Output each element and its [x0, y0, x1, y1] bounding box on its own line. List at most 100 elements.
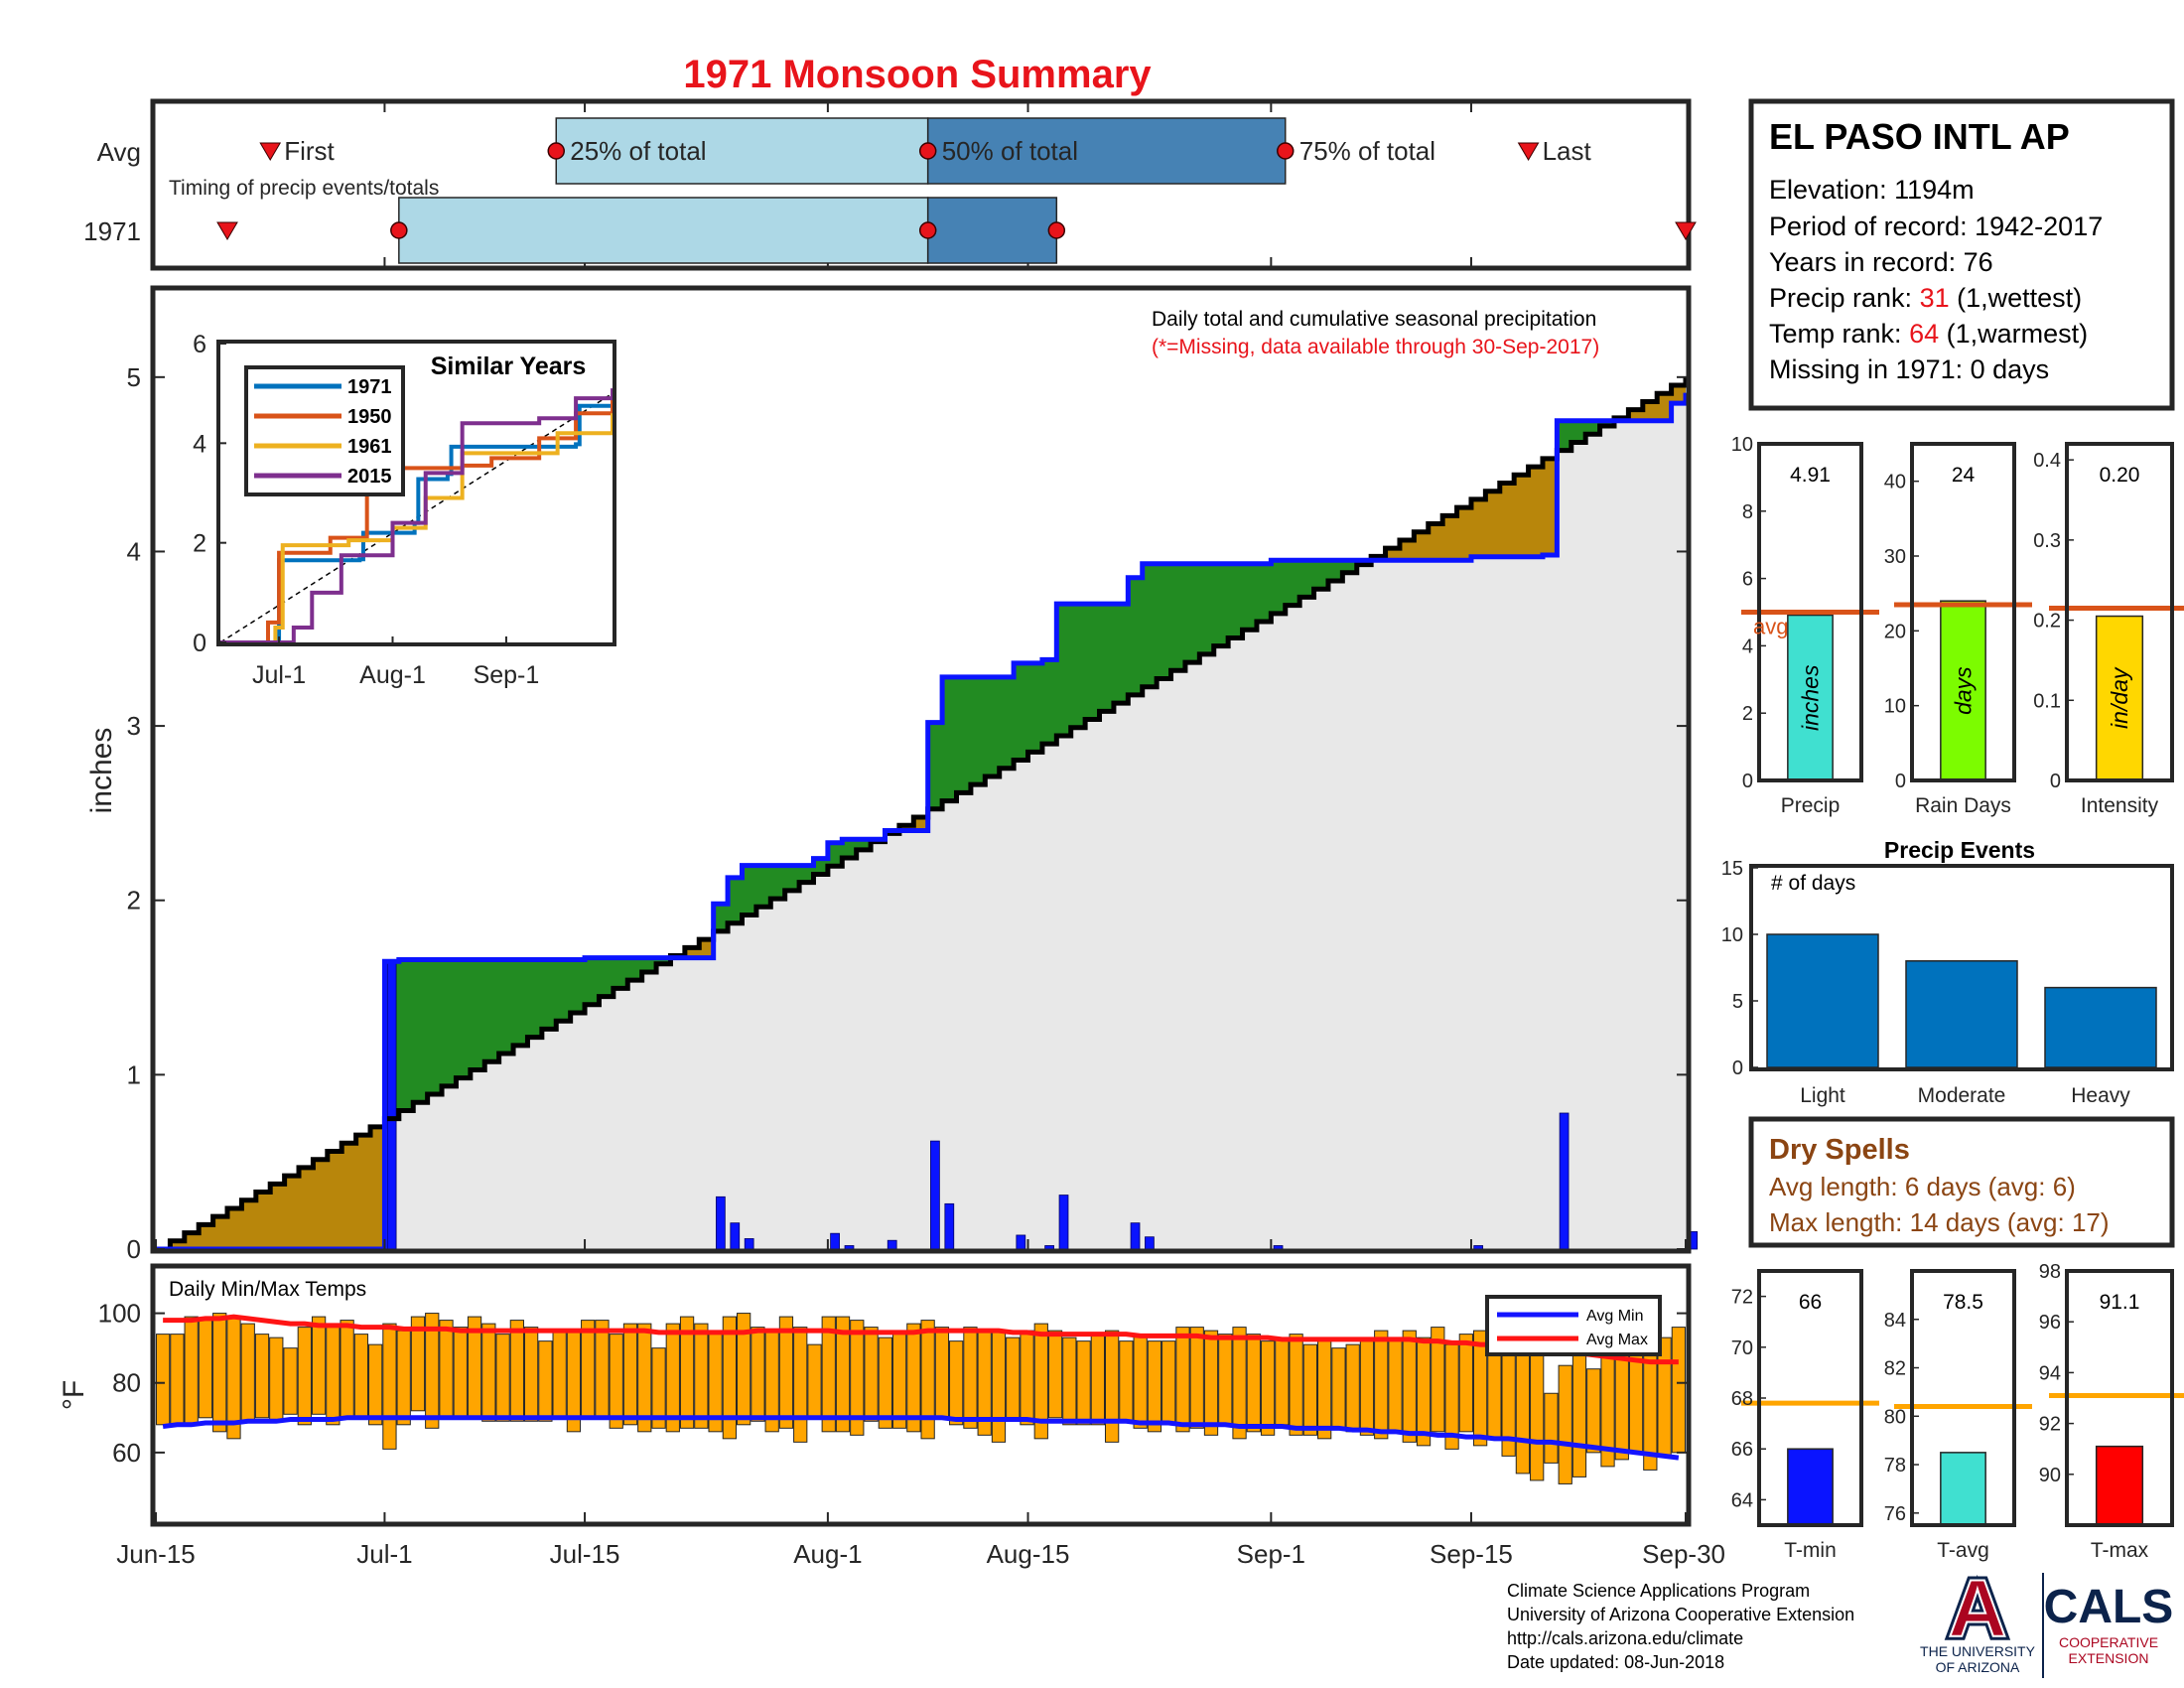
- precip-events-y-tick-label: 5: [1732, 991, 1743, 1013]
- timing-p75-label: 75% of total: [1299, 136, 1435, 166]
- daily-temperature-bar: [1119, 1340, 1134, 1422]
- precip-events-y-tick-label: 15: [1721, 858, 1743, 880]
- similar-years-y-tick-label: 6: [193, 331, 206, 358]
- timing-subtitle: Timing of precip events/totals: [169, 177, 439, 200]
- cals-sub-1: COOPERATIVE: [2059, 1634, 2158, 1650]
- daily-temperature-bar: [934, 1327, 950, 1419]
- timing-p50-label: 50% of total: [942, 136, 1078, 166]
- daily-temperature-bar: [1458, 1334, 1473, 1433]
- daily-temperature-bar: [453, 1327, 468, 1419]
- daily-temperature-bar: [878, 1336, 892, 1429]
- precip-events-frame: [1749, 864, 2174, 1071]
- daily-temperature-bar: [1006, 1336, 1021, 1422]
- rain-days-panel-y-tick-label: 0: [1895, 771, 1906, 792]
- dry-spells-max: Max length: 14 days (avg: 17): [1769, 1207, 2110, 1237]
- cumulative-y-ticks: 0 1 2 3 4 5: [127, 362, 1689, 1264]
- temperature-panel: 60 80 100 Jun-15 Jul-1 Jul-15 Aug-1 Aug-15 Sep-…: [58, 1239, 1725, 1569]
- year-cumulative-line: [156, 392, 1689, 1252]
- similar-year-line: [220, 397, 614, 644]
- daily-temperature-bar: [170, 1334, 185, 1426]
- daily-temperature-bar: [538, 1340, 553, 1422]
- tavg-panel-value-label: 78.5: [1943, 1291, 1983, 1314]
- date-axis-label: Jun-15: [116, 1539, 196, 1569]
- precip-total-panel-y-tick-label: 2: [1742, 703, 1753, 725]
- rain-days-panel: 0 10 20 30 40 24 Rain Days days: [1884, 442, 2032, 817]
- daily-temperature-bar: [1175, 1327, 1190, 1433]
- daily-temperature-bar: [609, 1334, 623, 1429]
- timing-avg-range-early: [555, 117, 929, 185]
- daily-temperature-bar: [552, 1330, 567, 1419]
- timing-markers: [216, 142, 1697, 240]
- daily-temperature-bar: [481, 1323, 496, 1422]
- rain-days-panel-y-tick-label: 10: [1884, 696, 1906, 718]
- tmin-panel-category-label: T-min: [1784, 1539, 1837, 1562]
- daily-temperature-bar: [1302, 1343, 1318, 1436]
- cumulative-y-tick-label: 3: [127, 711, 141, 741]
- daily-temperature-bar: [595, 1320, 610, 1419]
- timing-first-marker: [216, 221, 238, 240]
- tmin-panel-y-tick-label: 72: [1731, 1287, 1753, 1309]
- daily-temperature-bar: [1515, 1343, 1531, 1475]
- temperature-y-tick-label: 80: [112, 1368, 141, 1398]
- daily-temperature-bar: [1289, 1334, 1303, 1436]
- precip-total-panel-y-tick-label: 0: [1742, 771, 1753, 792]
- precip-events-y-tick-label: 10: [1721, 924, 1743, 946]
- tmax-panel-y-tick-label: 94: [2039, 1362, 2061, 1384]
- cals-sub-2: EXTENSION: [2069, 1650, 2149, 1666]
- similar-years-legend-label: 2015: [347, 466, 392, 488]
- daily-temperature-bar: [1472, 1330, 1488, 1447]
- daily-temperature-bar: [1671, 1327, 1686, 1454]
- tmax-panel-frame: [2065, 1269, 2174, 1527]
- daily-temperature-bar: [1133, 1334, 1148, 1429]
- temp-rank-prefix: Temp rank:: [1769, 319, 1909, 349]
- ua-name-1: THE UNIVERSITY: [1920, 1643, 2036, 1659]
- similar-years-y-tick-label: 0: [193, 630, 206, 657]
- footer-line-1: Climate Science Applications Program: [1507, 1581, 1810, 1601]
- similar-years-ticks: 0 2 4 6 Jul-1 Aug-1 Sep-1: [193, 331, 539, 689]
- similar-years-average-line: [219, 392, 614, 643]
- daily-temperature-bar: [1047, 1330, 1063, 1419]
- tmin-panel-y-tick-label: 68: [1731, 1388, 1753, 1410]
- daily-precip-bars: [386, 960, 1699, 1250]
- similar-years-x-tick-label: Aug-1: [359, 661, 426, 689]
- tmax-panel-y-tick-label: 90: [2039, 1465, 2061, 1486]
- precip-total-panel-y-tick-label: 8: [1742, 501, 1753, 523]
- tmin-panel-y-tick-label: 64: [1731, 1489, 1753, 1511]
- daily-temperature-bar: [410, 1316, 426, 1412]
- ua-logo-letter-shadow: A: [1948, 1564, 2006, 1654]
- daily-temperature-bar: [1388, 1336, 1403, 1433]
- daily-temperature-bar: [326, 1323, 341, 1426]
- daily-precip-bar: [1559, 1112, 1570, 1250]
- footer-line-4: Date updated: 08-Jun-2018: [1507, 1652, 1724, 1672]
- daily-temperature-bar: [240, 1323, 255, 1422]
- station-temp-rank: Temp rank: 64 (1,warmest): [1769, 319, 2088, 349]
- date-axis-label: Sep-15: [1430, 1539, 1513, 1569]
- tmax-panel-bar: [2095, 1445, 2144, 1526]
- station-years: Years in record: 76: [1769, 247, 1993, 277]
- precip-events-y-label: # of days: [1771, 872, 1855, 895]
- daily-temperature-bar: [637, 1323, 652, 1433]
- precip-events-panel: Precip Events Light Moderate Heavy 0 5 10 15 #…: [1721, 837, 2174, 1107]
- tavg-panel-y-tick-label: 78: [1884, 1455, 1906, 1477]
- daily-temperature-bar: [891, 1330, 907, 1429]
- daily-temperature-bar: [1189, 1327, 1204, 1429]
- precip-events-y-tick-label: 0: [1732, 1057, 1743, 1079]
- precip-events-bars: Light Moderate Heavy 0 5 10 15: [1721, 858, 2157, 1107]
- daily-temperature-bar: [850, 1320, 865, 1436]
- rain-days-panel-y-tick-label: 40: [1884, 472, 1906, 493]
- daily-precip-bar: [844, 1245, 855, 1250]
- rain-days-panel-frame: [1910, 442, 2016, 782]
- date-axis-label: Jul-1: [356, 1539, 412, 1569]
- precip-total-panel-y-tick-label: 4: [1742, 635, 1753, 657]
- tavg-panel-category-label: T-avg: [1937, 1539, 1989, 1562]
- daily-temperature-bar: [509, 1320, 524, 1422]
- daily-temperature-bar: [963, 1327, 978, 1429]
- temperature-y-tick-label: 60: [112, 1438, 141, 1468]
- temperature-y-ticks: 60 80 100: [98, 1299, 1689, 1468]
- date-axis-label: Aug-1: [793, 1539, 862, 1569]
- tmin-panel-value-label: 66: [1799, 1291, 1822, 1314]
- precip-event-bar: [2044, 986, 2157, 1068]
- daily-temperature-bar: [212, 1313, 227, 1433]
- station-info-box: EL PASO INTL AP Elevation: 1194m Period …: [1748, 98, 2175, 411]
- daily-temperature-bar: [254, 1334, 270, 1419]
